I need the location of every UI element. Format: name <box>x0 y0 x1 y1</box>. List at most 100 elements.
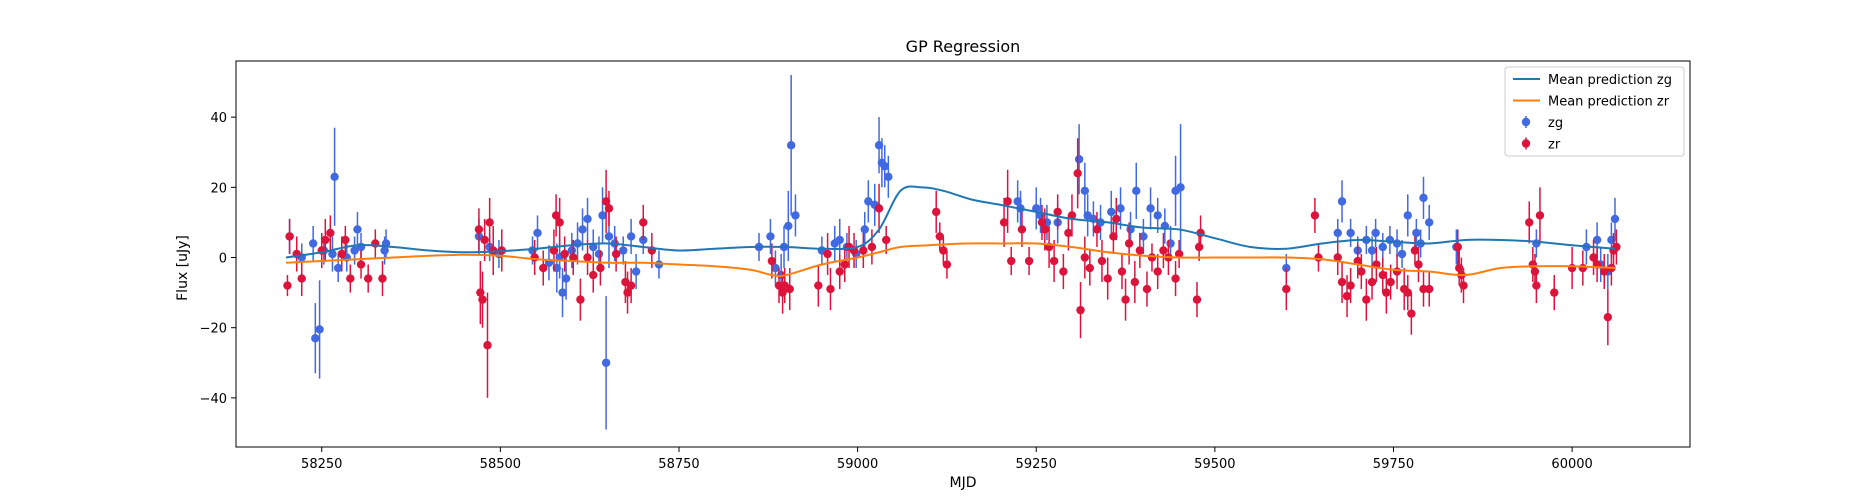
data-point-zr <box>1392 267 1402 276</box>
data-point-zg <box>1425 218 1434 227</box>
data-point-zr <box>1103 274 1112 283</box>
data-point-zg <box>380 246 389 255</box>
y-axis-label: Flux [uJy] <box>175 235 191 301</box>
data-point-zg <box>1146 204 1155 213</box>
data-point-zr <box>639 218 648 227</box>
data-point-zr <box>1040 225 1050 234</box>
data-point-zg <box>561 274 571 283</box>
data-point-zr <box>939 246 948 255</box>
data-point-zr <box>767 256 777 266</box>
data-point-zg <box>626 232 636 241</box>
data-point-zr <box>1603 312 1613 322</box>
data-point-zg <box>601 358 611 367</box>
data-point-zr <box>1049 256 1059 266</box>
data-point-zr <box>611 249 621 259</box>
y-tick-label: 20 <box>210 181 227 196</box>
x-tick-label: 58500 <box>480 457 521 472</box>
data-point-zr <box>999 218 1009 227</box>
chart-title: GP Regression <box>906 37 1021 56</box>
data-point-zr <box>1382 288 1391 297</box>
data-point-zr <box>778 288 787 297</box>
data-point-zr <box>604 204 614 213</box>
data-point-zg <box>328 249 337 259</box>
data-point-zr <box>1414 260 1423 269</box>
data-point-zr <box>1007 256 1016 266</box>
data-point-zr <box>1159 246 1168 255</box>
data-point-zg <box>771 263 780 273</box>
data-point-zr <box>476 288 485 297</box>
legend-swatch-marker <box>1521 117 1531 127</box>
data-point-zg <box>874 141 884 150</box>
data-point-zg <box>552 263 562 273</box>
data-point-zr <box>1142 284 1152 294</box>
data-point-zg <box>567 246 577 255</box>
x-tick-label: 59000 <box>837 457 878 472</box>
data-point-zr <box>1425 284 1434 294</box>
legend-label: zg <box>1548 116 1563 131</box>
data-point-zr <box>1135 246 1145 255</box>
data-point-zr <box>1550 288 1559 297</box>
data-point-zr <box>1073 169 1082 178</box>
data-point-zr <box>814 281 823 290</box>
data-point-zr <box>1080 253 1090 262</box>
data-point-zg <box>1610 214 1620 224</box>
data-point-zr <box>378 274 387 283</box>
x-axis-ticks: 58250 58500 58750 59000 59250 59500 59750 60000 <box>301 447 1593 472</box>
data-point-zg <box>311 334 320 343</box>
line-Mean prediction zr <box>285 242 1616 278</box>
data-point-zr <box>1378 270 1387 280</box>
data-point-zg <box>1074 155 1084 164</box>
data-point-zg <box>583 214 592 224</box>
x-axis-label: MJD <box>950 475 977 491</box>
data-point-zg <box>619 246 628 255</box>
data-point-zr <box>1353 256 1362 266</box>
y-axis-ticks: −40 −20 0 20 40 <box>200 111 236 407</box>
data-point-zr <box>1171 274 1180 283</box>
data-point-zr <box>1357 267 1366 276</box>
data-point-zr <box>1337 277 1347 287</box>
data-point-zr <box>874 204 884 213</box>
legend-label: zr <box>1548 138 1561 153</box>
data-point-zr <box>341 235 350 245</box>
data-point-zg <box>315 325 324 334</box>
data-point-zg <box>594 249 604 259</box>
data-point-zr <box>1092 225 1102 234</box>
data-point-zr <box>1117 267 1127 276</box>
legend-label: Mean prediction zr <box>1548 95 1670 110</box>
legend-swatch-marker <box>1521 139 1531 148</box>
data-point-zr <box>1535 211 1545 220</box>
data-point-zr <box>623 288 632 297</box>
data-point-zg <box>1592 235 1602 245</box>
data-point-zg <box>884 172 893 181</box>
data-point-zr <box>1530 267 1540 276</box>
data-point-zr <box>626 281 636 290</box>
data-point-zr <box>1310 211 1320 220</box>
legend-label: Mean prediction zg <box>1548 73 1672 88</box>
data-point-zg <box>1378 242 1387 252</box>
data-point-zr <box>1124 239 1134 248</box>
x-tick-label: 60000 <box>1551 457 1592 472</box>
data-point-zg <box>1385 235 1395 245</box>
data-point-zr <box>1153 267 1162 276</box>
data-point-zr <box>1455 263 1464 273</box>
y-tick-label: −40 <box>200 392 227 407</box>
data-point-zr <box>483 341 492 350</box>
data-point-zr <box>1403 288 1412 297</box>
data-point-zg <box>1412 228 1421 238</box>
data-point-zg <box>533 228 542 238</box>
data-point-zr <box>935 232 944 241</box>
data-point-zr <box>601 197 611 206</box>
data-point-zg <box>604 232 614 241</box>
data-point-zg <box>353 225 362 234</box>
data-point-zg <box>333 263 343 273</box>
data-point-zg <box>350 246 359 255</box>
plot-area <box>283 75 1621 430</box>
plot-frame <box>235 60 1691 448</box>
data-point-zg <box>308 239 318 248</box>
data-point-zr <box>1600 267 1609 276</box>
data-point-zg <box>766 232 775 241</box>
data-point-zg <box>589 242 598 252</box>
data-point-zr <box>1059 267 1068 276</box>
data-point-zr <box>1342 291 1352 301</box>
data-point-zr <box>942 260 952 269</box>
